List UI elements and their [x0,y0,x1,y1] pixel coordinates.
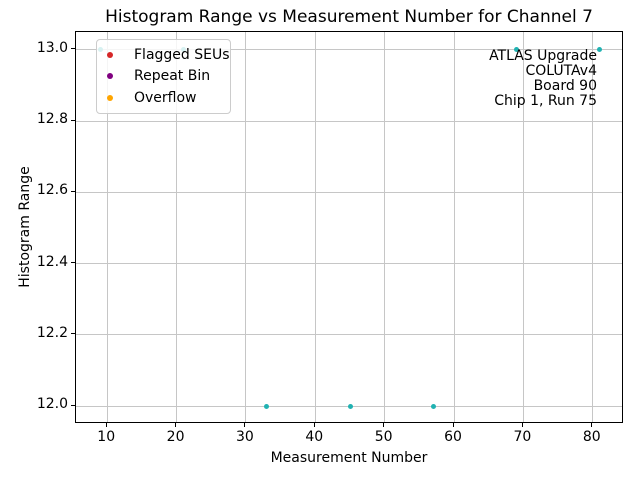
x-tick [452,423,454,427]
x-tick-label: 40 [305,429,324,445]
data-point [264,403,270,409]
y-tick-label: 12.8 [36,111,68,128]
data-point [347,403,353,409]
y-tick-label: 12.2 [36,324,68,341]
y-tick [71,333,75,335]
y-tick [71,262,75,264]
legend-item-label: Repeat Bin [134,68,211,85]
y-tick-label: 13.0 [36,39,68,56]
legend-marker-dot [107,94,113,101]
y-gridline [76,120,622,122]
x-tick [244,423,246,427]
annotation-line: ATLAS Upgrade [489,48,597,64]
y-gridline [76,191,622,193]
legend-item: Overflow [97,87,230,109]
annotation-line: COLUTAv4 [525,63,597,79]
annotation-line: Board 90 [533,78,597,94]
y-tick-label: 12.6 [36,182,68,199]
y-axis-label: Histogram Range [17,166,33,288]
legend: Flagged SEUs Repeat Bin Overflow [96,39,231,114]
x-gridline [453,32,455,422]
y-tick [71,404,75,406]
x-tick [105,423,107,427]
chart-title: Histogram Range vs Measurement Number fo… [105,7,593,27]
legend-item: Flagged SEUs [97,44,230,66]
x-tick [175,423,177,427]
x-gridline [592,32,594,422]
x-gridline [314,32,316,422]
x-gridline [522,32,524,422]
x-gridline [176,32,178,422]
x-tick [383,423,385,427]
x-tick [521,423,523,427]
data-point [513,47,519,53]
annotation-text: ATLAS Upgrade COLUTAv4 Board 90 Chip 1, Run… [489,49,597,109]
x-gridline [245,32,247,422]
annotation-line: Chip 1, Run 75 [494,93,597,109]
x-gridline [106,32,108,422]
y-tick-label: 12.4 [36,253,68,270]
plot-area: Flagged SEUs Repeat Bin Overflow ATLAS Upg… [75,31,623,423]
y-tick [71,48,75,50]
x-tick-label: 50 [374,429,393,445]
x-tick-label: 80 [582,429,601,445]
x-tick-label: 20 [166,429,185,445]
legend-item-label: Flagged SEUs [134,46,230,63]
x-gridline [384,32,386,422]
y-gridline [76,263,622,265]
data-point [597,47,603,53]
legend-marker-dot [107,73,113,80]
y-gridline [76,49,622,51]
y-tick [71,119,75,121]
x-tick-label: 10 [97,429,116,445]
x-axis-label: Measurement Number [270,450,428,466]
y-tick-label: 12.0 [36,396,68,413]
legend-marker-dot [107,51,113,58]
legend-item-label: Overflow [134,89,197,106]
legend-item: Repeat Bin [97,66,230,88]
x-tick-label: 70 [513,429,532,445]
y-tick [71,190,75,192]
x-tick-label: 60 [444,429,462,445]
x-tick [313,423,315,427]
x-tick-label: 30 [236,429,254,445]
x-tick [591,423,593,427]
y-gridline [76,334,622,336]
data-point [430,403,436,409]
